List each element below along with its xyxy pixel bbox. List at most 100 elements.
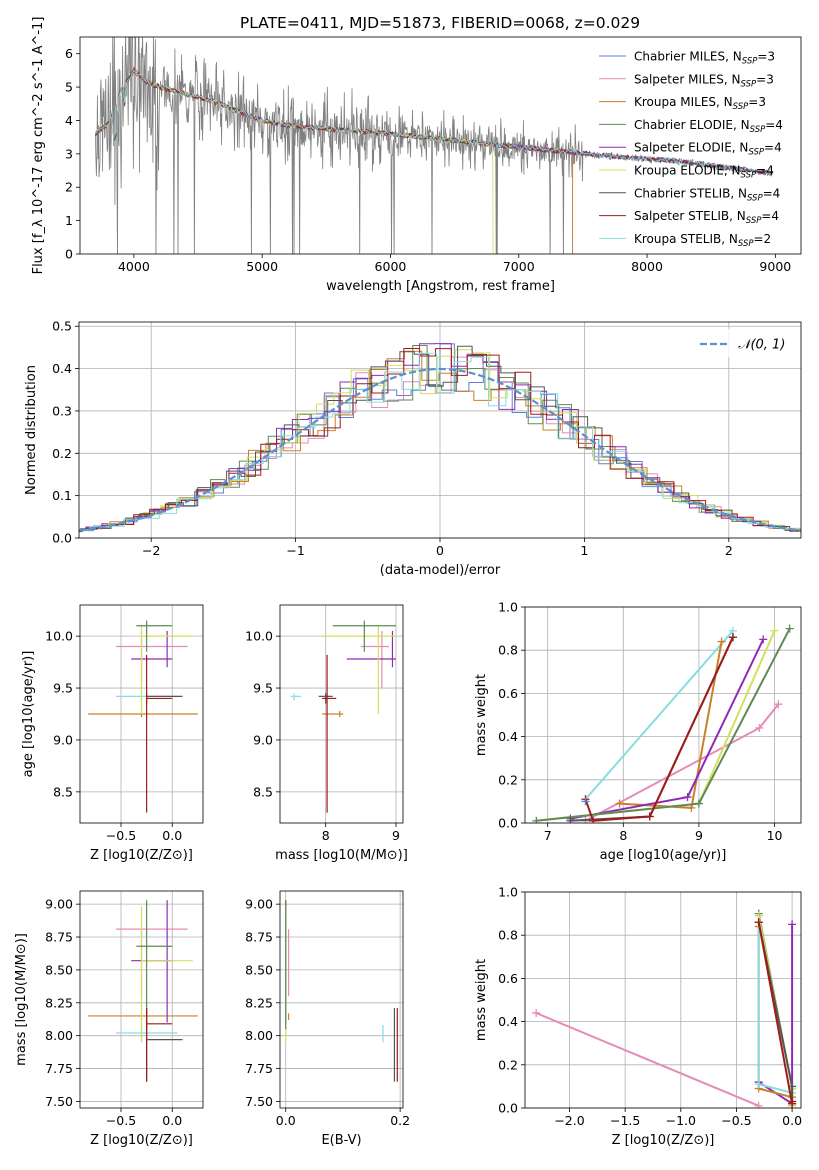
y-tick-label: 9.0 — [253, 732, 273, 747]
x-tick-label: 8 — [322, 828, 330, 843]
y-tick-label: 8.00 — [45, 1028, 73, 1043]
residual-histogram — [79, 348, 801, 533]
y-tick-label: 10.0 — [45, 629, 73, 644]
y-tick-label: 0.4 — [498, 1014, 518, 1029]
x-tick-label: 9 — [392, 828, 400, 843]
mass-vs-Z-panel: −0.5 0.0 7.50 7.75 8.00 8.25 8.50 8.75 9.00 Z [lo… — [14, 890, 204, 1148]
x-tick-label: 8000 — [631, 259, 663, 274]
y-tick-label: 8.5 — [53, 784, 73, 799]
x-tick-label: 1 — [580, 543, 588, 558]
mass-weight-marker — [581, 797, 590, 806]
y-tick-label: 9.00 — [245, 897, 273, 912]
y-tick-label: 0.5 — [52, 319, 72, 334]
mass-weight-marker — [754, 1101, 763, 1108]
x-tick-label: −2.0 — [554, 1113, 584, 1128]
x-tick-label: 0.0 — [782, 1113, 802, 1128]
mass-weight-marker — [728, 633, 737, 642]
x-tick-label: −1 — [286, 543, 304, 558]
residuals-panel: −2 −1 0 1 2 0.0 0.1 0.2 0.3 0.4 0.5 (data-model)/er… — [24, 319, 802, 578]
mass-weight-marker — [759, 635, 768, 644]
y-tick-label: 4 — [65, 113, 73, 128]
mass-weight-marker — [683, 793, 692, 802]
x-tick-label: −2 — [142, 543, 160, 558]
mass-weight-line — [535, 1012, 760, 1107]
x-axis-label: Z [log10(Z/Z⊙)] — [90, 848, 193, 863]
mass-weight-marker — [788, 920, 797, 929]
x-tick-label: 0.0 — [162, 828, 182, 843]
y-tick-label: 8.25 — [45, 995, 73, 1010]
x-axis-label: mass [log10(M/M⊙)] — [275, 848, 408, 863]
x-tick-label: 0.2 — [390, 1113, 410, 1128]
age-vs-Z-panel: −0.5 0.0 8.5 9.0 9.5 10.0 Z [log10(Z/Z⊙)] age [… — [21, 604, 204, 863]
x-axis-label: Z [log10(Z/Z⊙)] — [90, 1133, 193, 1148]
legend-entry: Salpeter MILES, NSSP=3 — [634, 72, 774, 89]
x-tick-label: 7 — [544, 828, 552, 843]
spectrum-plot-area — [94, 37, 774, 254]
x-tick-label: −1.5 — [610, 1113, 640, 1128]
model-fit-line — [94, 66, 774, 175]
x-tick-label: −1.0 — [666, 1113, 696, 1128]
legend-entry: Salpeter ELODIE, NSSP=4 — [634, 141, 782, 158]
mass-vs-ebv-frame — [279, 890, 404, 1109]
spectrum-panel: 4000 5000 6000 7000 8000 9000 0 1 2 3 4 5 6 wavelengt… — [31, 17, 802, 294]
x-tick-label: 2 — [725, 543, 733, 558]
model-fit-line — [95, 69, 774, 176]
normal-distribution-curve — [79, 367, 801, 532]
mass-weight-marker — [774, 700, 783, 709]
y-tick-label: 0.0 — [52, 531, 72, 546]
x-axis-label: age [log10(age/yr)] — [600, 848, 727, 863]
y-tick-label: 0.1 — [52, 488, 72, 503]
y-tick-label: 0.0 — [498, 1101, 518, 1116]
mass-weight-marker — [754, 1080, 763, 1089]
massweight-vs-age-frame — [524, 606, 802, 824]
y-tick-label: 8.50 — [45, 962, 73, 977]
mass-weight-marker — [532, 816, 541, 823]
x-axis-label: (data-model)/error — [380, 563, 501, 578]
y-tick-label: 9.00 — [45, 897, 73, 912]
y-tick-label: 0.6 — [498, 686, 518, 701]
massweight-vs-age-plot-area — [532, 624, 794, 823]
mass-weight-marker — [566, 816, 575, 823]
y-tick-label: 9.5 — [53, 681, 73, 696]
massweight-vs-Z-frame — [524, 891, 802, 1109]
mass-vs-Z-frame — [79, 890, 204, 1109]
y-tick-label: 7.75 — [45, 1061, 73, 1076]
mass-weight-marker — [785, 624, 794, 633]
y-tick-label: 0.4 — [498, 729, 518, 744]
massweight-vs-Z-panel: −2.0 −1.5 −1.0 −0.5 0.0 0.0 0.2 0.4 0.6 0.8 1.0 Z [… — [474, 885, 802, 1149]
x-tick-label: 6000 — [375, 259, 407, 274]
age-vs-mass-panel: 8 9 8.5 9.0 9.5 10.0 mass [log10(M/M⊙)] — [245, 604, 408, 863]
legend-entry: Kroupa STELIB, NSSP=2 — [634, 232, 771, 249]
y-tick-label: 7.50 — [45, 1094, 73, 1109]
y-tick-label: 0.3 — [52, 403, 72, 418]
x-tick-label: 9 — [695, 828, 703, 843]
mass-vs-ebv-panel: 0.0 0.2 7.50 7.75 8.00 8.25 8.50 8.75 9.00 E(B-V) — [245, 890, 410, 1148]
y-tick-label: 0 — [65, 247, 73, 262]
y-tick-label: 0.8 — [498, 643, 518, 658]
legend-entry: Chabrier ELODIE, NSSP=4 — [634, 118, 783, 135]
x-axis-label: E(B-V) — [321, 1133, 361, 1148]
x-tick-label: 5000 — [246, 259, 278, 274]
mass-weight-marker — [717, 637, 726, 646]
x-tick-label: −0.5 — [106, 828, 136, 843]
x-tick-label: −0.5 — [106, 1113, 136, 1128]
y-axis-label: age [log10(age/yr)] — [21, 651, 36, 778]
y-tick-label: 8.5 — [253, 784, 273, 799]
legend-entry: Chabrier MILES, NSSP=3 — [634, 50, 775, 67]
y-tick-label: 0.8 — [498, 928, 518, 943]
age-vs-Z-plot-area — [88, 620, 198, 813]
massweight-vs-Z-plot-area — [532, 909, 797, 1108]
mass-weight-line — [584, 630, 734, 800]
y-axis-label: mass weight — [474, 959, 489, 1041]
legend-entry: Kroupa MILES, NSSP=3 — [634, 95, 766, 112]
legend-entry: 𝒩(0, 1) — [738, 338, 785, 353]
legend-entry: Chabrier STELIB, NSSP=4 — [634, 186, 780, 203]
y-tick-label: 0.4 — [52, 361, 72, 376]
mass-vs-Z-plot-area — [88, 900, 198, 1082]
y-tick-label: 0.2 — [498, 1057, 518, 1072]
y-tick-label: 0.2 — [52, 446, 72, 461]
y-axis-label: Flux [f_λ 10^-17 erg cm^-2 s^-1 A^-1] — [31, 17, 46, 275]
y-tick-label: 8.50 — [245, 962, 273, 977]
